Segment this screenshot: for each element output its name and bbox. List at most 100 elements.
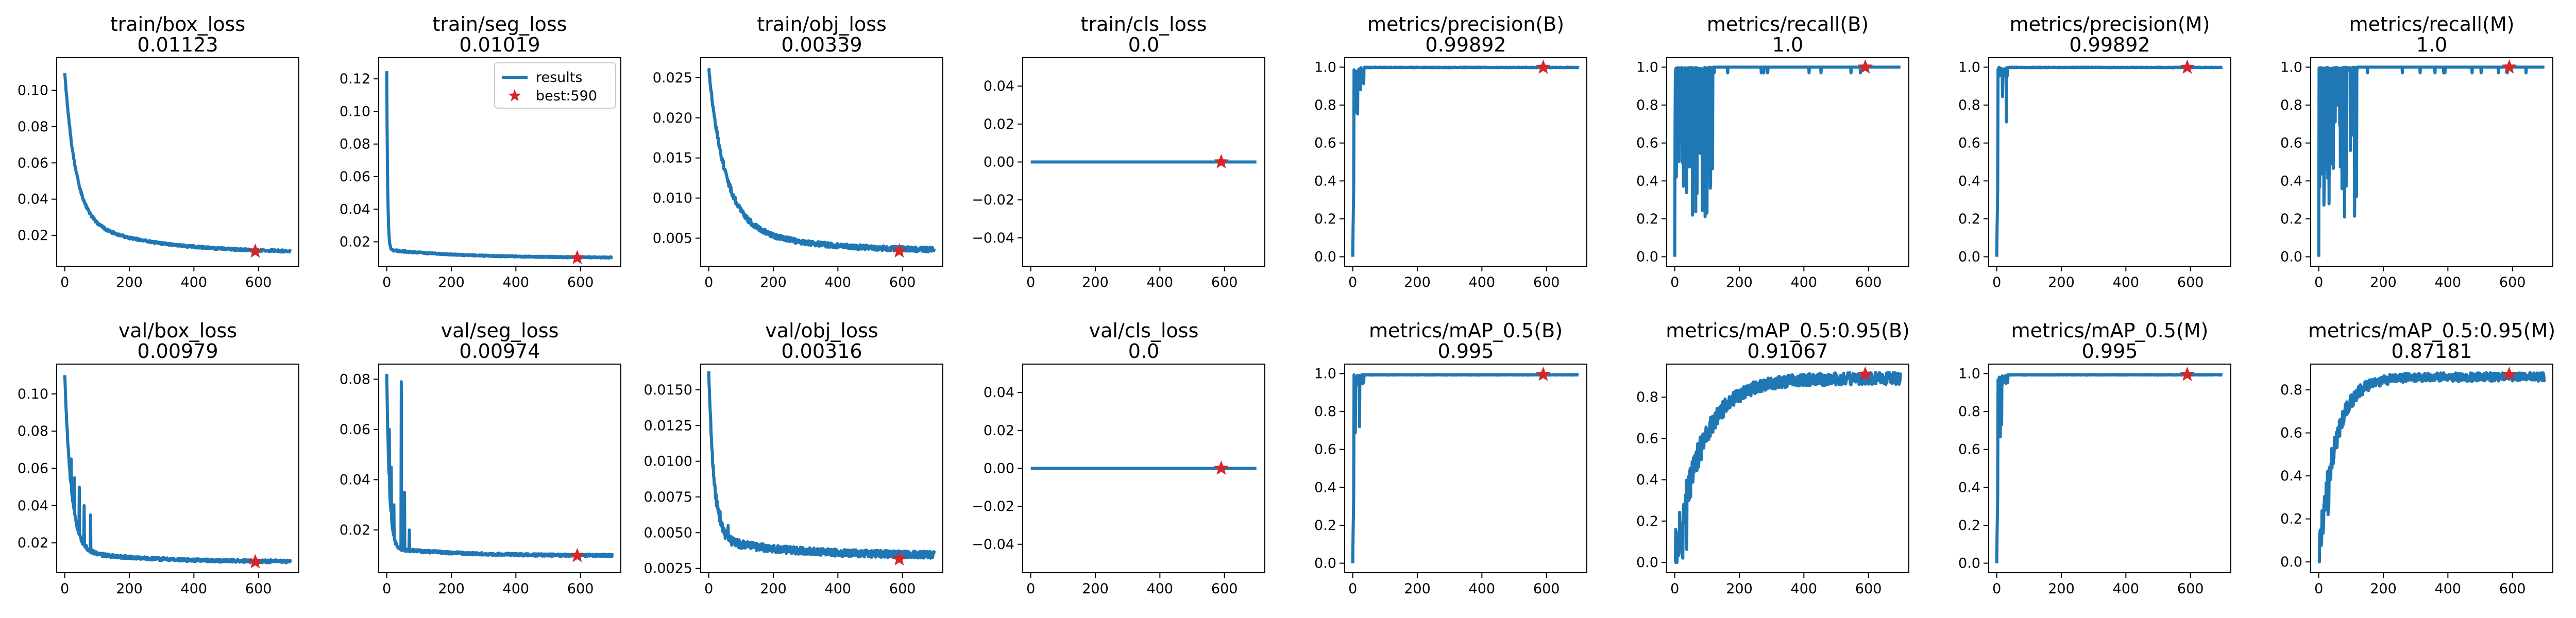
panel-title: train/box_loss — [110, 13, 245, 36]
y-tick-label: 0.04 — [18, 498, 48, 514]
y-tick-label: 0.0050 — [644, 525, 692, 541]
y-tick-label: 0.02 — [18, 535, 48, 551]
y-tick-label: 0.6 — [1314, 442, 1336, 458]
y-tick-label: 0.4 — [1314, 479, 1336, 495]
y-tick-label: 0.8 — [1314, 404, 1336, 420]
results-line — [1995, 65, 2224, 257]
x-tick-label: 400 — [181, 274, 208, 290]
chart-panel: metrics/mAP_0.5(B)0.995 0 200 400 600 0.0 0.2 0… — [1314, 319, 1587, 597]
x-tick-label: 600 — [1855, 581, 1882, 597]
y-tick-label: 1.0 — [1314, 366, 1336, 382]
x-tick-label: 200 — [1082, 581, 1109, 597]
panel-title: metrics/mAP_0.5(M) — [2011, 319, 2209, 342]
x-tick-label: 600 — [2177, 581, 2204, 597]
y-tick-label: 0.015 — [653, 150, 692, 166]
x-tick-label: 200 — [1082, 274, 1109, 290]
x-tick-label: 400 — [1147, 581, 1174, 597]
best-marker — [891, 243, 907, 258]
best-marker — [2501, 366, 2517, 381]
y-tick-label: 0.2 — [1958, 211, 1980, 227]
x-tick-label: 200 — [760, 274, 787, 290]
x-tick-label: 600 — [1211, 581, 1238, 597]
x-tick-label: 0 — [1992, 274, 2001, 290]
best-marker — [569, 547, 585, 562]
y-tick-label: 0.02 — [984, 423, 1014, 439]
chart-panel: metrics/mAP_0.5(M)0.995 0 200 400 600 0.0 0.2 0… — [1958, 319, 2231, 597]
x-tick-label: 400 — [1147, 274, 1174, 290]
best-marker — [1535, 59, 1551, 74]
results-line — [1351, 65, 1580, 257]
y-tick-label: 0.4 — [1314, 173, 1336, 189]
x-tick-label: 200 — [2370, 274, 2397, 290]
x-tick-label: 200 — [1404, 581, 1431, 597]
x-tick-label: 0 — [1992, 581, 2001, 597]
y-tick-label: 0.0025 — [644, 561, 692, 577]
y-tick-label: 0.0 — [1636, 555, 1658, 571]
y-tick-label: 0.0075 — [644, 489, 692, 505]
y-tick-label: 0.02 — [340, 522, 370, 538]
y-tick-label: 0.04 — [340, 472, 370, 488]
results-line — [707, 67, 936, 254]
x-tick-label: 400 — [1469, 274, 1496, 290]
panel-title: val/obj_loss — [765, 319, 878, 342]
y-tick-label: 0.08 — [18, 119, 48, 135]
plot-frame — [700, 57, 943, 267]
y-tick-label: 0.6 — [1636, 135, 1658, 151]
plot-frame — [1344, 364, 1587, 573]
panel-best-value: 0.00316 — [781, 340, 862, 363]
x-tick-label: 0 — [2314, 581, 2323, 597]
panel-best-value: 0.01019 — [459, 33, 540, 56]
y-tick-label: 0.0 — [1314, 249, 1336, 265]
x-tick-label: 400 — [825, 274, 852, 290]
best-marker — [1213, 460, 1229, 475]
chart-panel: metrics/recall(M)1.00 200 400 6000.00.20.40… — [2280, 13, 2553, 290]
panel-title: val/seg_loss — [441, 319, 559, 342]
y-tick-label: −0.02 — [972, 192, 1014, 208]
x-tick-label: 200 — [438, 274, 465, 290]
x-tick-label: 400 — [503, 274, 530, 290]
x-tick-label: 0 — [382, 581, 391, 597]
x-tick-label: 0 — [704, 274, 713, 290]
x-tick-label: 400 — [1469, 581, 1496, 597]
x-tick-label: 600 — [245, 581, 272, 597]
x-tick-label: 0 — [1026, 274, 1035, 290]
x-tick-label: 0 — [704, 581, 713, 597]
y-tick-label: 0.0 — [1958, 556, 1980, 572]
y-tick-label: 0.6 — [2280, 425, 2302, 441]
y-tick-label: 1.0 — [1958, 366, 1980, 382]
plot-frame — [1666, 364, 1909, 573]
y-tick-label: 0.6 — [1314, 135, 1336, 151]
x-tick-label: 400 — [1791, 581, 1818, 597]
x-tick-label: 600 — [1533, 581, 1560, 597]
y-tick-label: 0.8 — [1958, 404, 1980, 420]
best-marker — [247, 554, 263, 569]
y-tick-label: 0.005 — [653, 230, 692, 246]
legend-box — [494, 62, 616, 109]
results-line — [1673, 65, 1902, 257]
x-tick-label: 0 — [382, 274, 391, 290]
y-tick-label: 0.8 — [1636, 389, 1658, 405]
x-tick-label: 400 — [181, 581, 208, 597]
y-tick-label: −0.02 — [972, 499, 1014, 514]
y-tick-label: 0.0 — [1958, 249, 1980, 265]
best-marker — [2501, 59, 2517, 74]
plot-frame — [1988, 364, 2231, 573]
plot-frame — [700, 364, 943, 573]
x-tick-label: 600 — [2177, 274, 2204, 290]
x-tick-label: 200 — [2048, 274, 2075, 290]
x-tick-label: 600 — [245, 274, 272, 290]
y-tick-label: 0.2 — [2280, 211, 2302, 227]
x-tick-label: 600 — [2499, 274, 2526, 290]
x-tick-label: 600 — [889, 581, 916, 597]
plot-frame — [1988, 57, 2231, 267]
results-line — [1673, 371, 1902, 564]
x-tick-label: 0 — [60, 274, 69, 290]
y-tick-label: 0.12 — [340, 71, 370, 87]
y-tick-label: 0.06 — [340, 169, 370, 185]
y-tick-label: 0.06 — [18, 461, 48, 477]
y-tick-label: 0.02 — [18, 228, 48, 244]
y-tick-label: 0.2 — [2280, 511, 2302, 527]
